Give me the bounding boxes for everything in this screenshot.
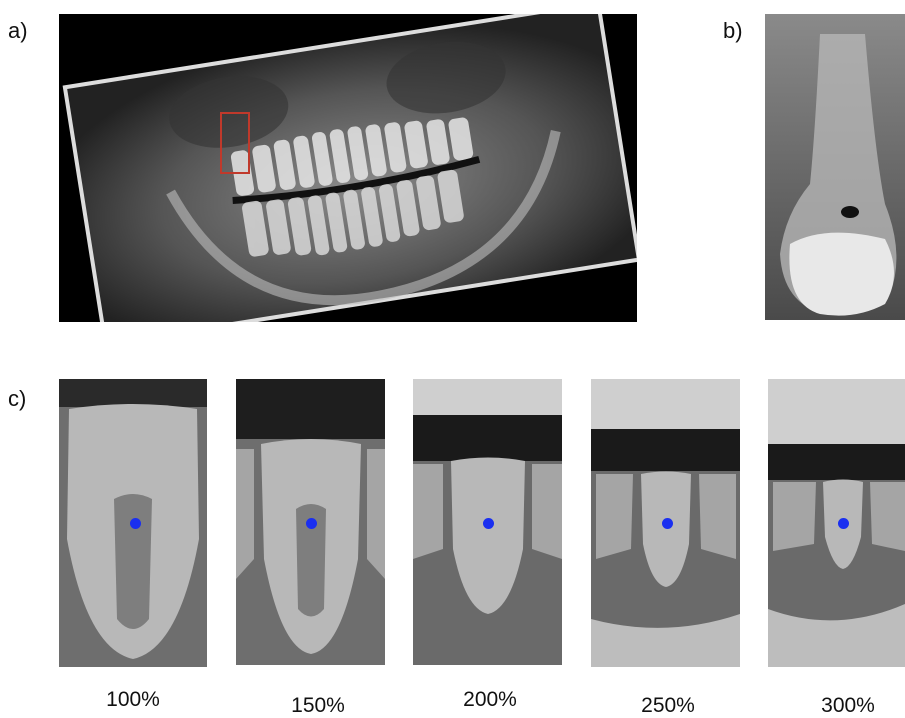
zoom-label-150: 150% (291, 694, 345, 717)
panel-label-b: b) (723, 18, 743, 43)
landmark-dot (662, 518, 673, 529)
zoom-label-250: 250% (641, 694, 695, 717)
panel-label-c: c) (8, 386, 27, 411)
crop-300 (768, 379, 905, 667)
zoom-label-100: 100% (106, 688, 160, 711)
panel-label-a: a) (8, 18, 28, 43)
landmark-dot (130, 518, 141, 529)
zoom-label-300: 300% (821, 694, 875, 717)
zoom-label-200: 200% (463, 688, 517, 711)
landmark-dot (483, 518, 494, 529)
landmark-dot (306, 518, 317, 529)
crop-100 (59, 379, 207, 667)
panoramic-xray (59, 14, 637, 322)
roi-box (220, 112, 250, 174)
landmark-dot (838, 518, 849, 529)
zoomed-tooth-xray (765, 14, 905, 320)
